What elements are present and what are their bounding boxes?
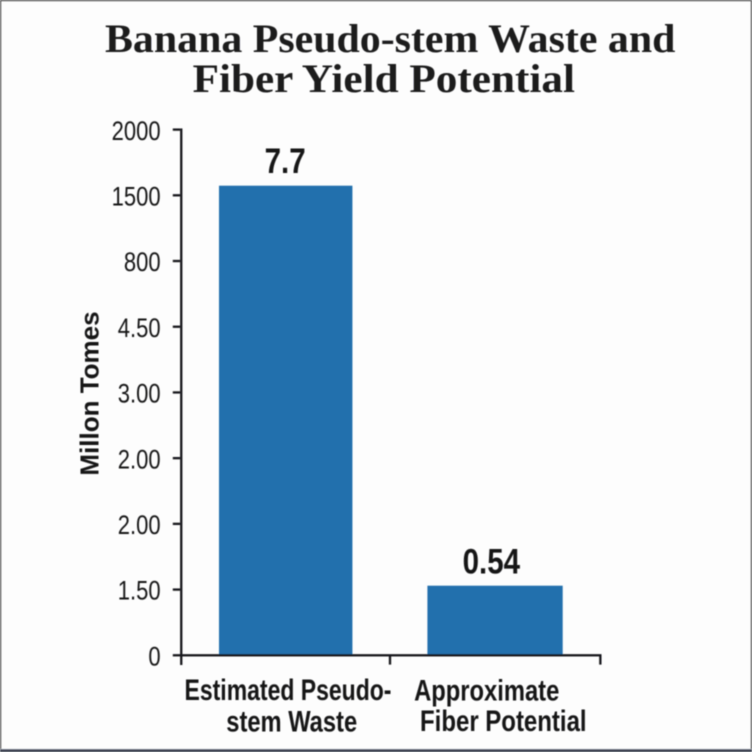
svg-text:2.00: 2.00 <box>118 445 161 475</box>
svg-text:stem Waste: stem Waste <box>226 705 357 738</box>
svg-text:1.50: 1.50 <box>118 577 161 607</box>
svg-text:2.00: 2.00 <box>118 511 161 541</box>
svg-text:2000: 2000 <box>112 117 161 147</box>
svg-text:800: 800 <box>124 248 161 278</box>
svg-text:Approximate: Approximate <box>414 674 559 707</box>
svg-text:Fiber Potential: Fiber Potential <box>420 703 587 737</box>
svg-text:0: 0 <box>148 642 160 672</box>
svg-text:Banana Pseudo-stem Waste and: Banana Pseudo-stem Waste and <box>105 16 675 61</box>
svg-text:Millon Tomes: Millon Tomes <box>75 311 105 475</box>
svg-text:1500: 1500 <box>112 182 161 212</box>
svg-text:4.50: 4.50 <box>118 314 161 344</box>
svg-text:0.54: 0.54 <box>463 542 520 581</box>
svg-text:Estimated Pseudo-: Estimated Pseudo- <box>185 673 392 707</box>
svg-text:7.7: 7.7 <box>265 142 306 181</box>
svg-text:3.00: 3.00 <box>118 379 161 409</box>
svg-text:Fiber Yield Potential: Fiber Yield Potential <box>193 57 575 102</box>
